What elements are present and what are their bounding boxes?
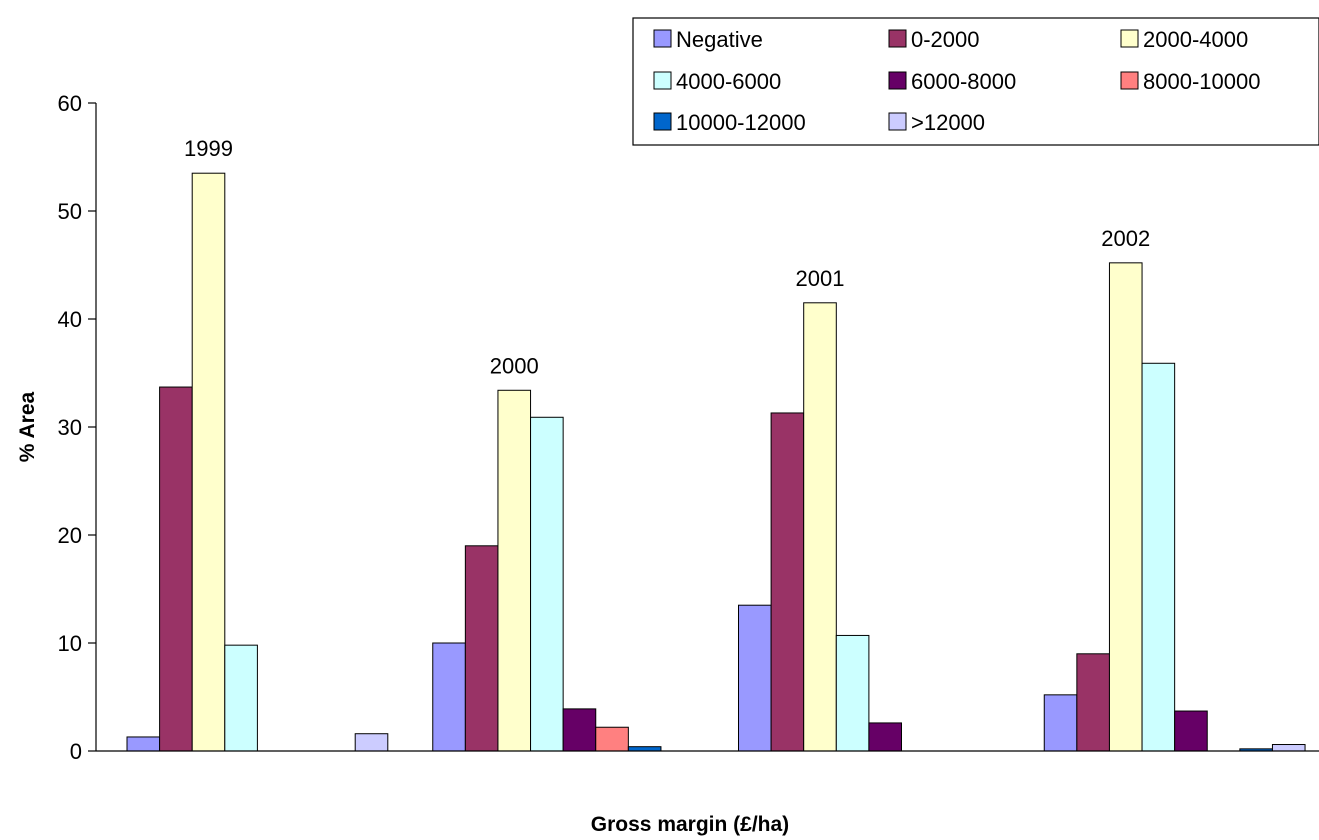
- legend-label: 0-2000: [911, 27, 980, 52]
- bar-2002-0-2000: [1076, 653, 1110, 752]
- y-tick-label: 10: [58, 631, 82, 656]
- bar-1999-negative: [126, 736, 161, 752]
- bar-2002-2000-4000: [1108, 262, 1143, 752]
- legend-label: Negative: [676, 27, 763, 52]
- y-tick-label: 60: [58, 91, 82, 116]
- legend-label: 2000-4000: [1143, 27, 1248, 52]
- legend-swatch: [888, 71, 907, 90]
- legend-item: 0-2000: [888, 27, 980, 52]
- legend-item: >12000: [888, 110, 985, 135]
- legend-swatch: [888, 112, 907, 131]
- legend-label: 10000-12000: [676, 110, 806, 135]
- legend-label: 6000-8000: [911, 69, 1016, 94]
- y-ticks: 0 10 20 30 40 50 60: [58, 91, 96, 764]
- legend-item: 2000-4000: [1120, 27, 1248, 52]
- legend-item: Negative: [653, 27, 763, 52]
- bar-2000-10000-12000: [627, 746, 662, 752]
- legend-item: 8000-10000: [1120, 69, 1260, 94]
- bar-2001-negative: [738, 604, 772, 752]
- bar-2000-2000-4000: [497, 389, 532, 752]
- legend-label: 4000-6000: [676, 69, 781, 94]
- category-label-1999: 1999: [184, 136, 233, 161]
- category-label-2000: 2000: [490, 353, 539, 378]
- x-axis-title: Gross margin (£/ha): [591, 813, 789, 836]
- legend-swatch: [1120, 29, 1139, 48]
- bar-1999-12000: [354, 733, 389, 752]
- bars-layer: [126, 172, 1306, 752]
- bar-2000-8000-10000: [595, 726, 629, 752]
- y-tick-label: 30: [58, 415, 82, 440]
- y-axis-title: % Area: [16, 391, 39, 462]
- y-tick-label: 50: [58, 199, 82, 224]
- bar-2002-4000-6000: [1141, 362, 1176, 752]
- bar-2001-2000-4000: [803, 302, 837, 752]
- y-axis: 0 10 20 30 40 50 60: [58, 91, 1319, 764]
- bar-1999-0-2000: [159, 386, 193, 752]
- y-tick-label: 0: [70, 739, 82, 764]
- bar-2002-12000: [1271, 744, 1306, 752]
- legend-swatch: [653, 112, 672, 131]
- category-label-2002: 2002: [1101, 226, 1150, 251]
- bar-2001-4000-6000: [835, 634, 870, 752]
- legend-item: 10000-12000: [653, 110, 806, 135]
- y-tick-label: 20: [58, 523, 82, 548]
- legend-label: >12000: [911, 110, 985, 135]
- bar-2001-0-2000: [770, 412, 805, 752]
- legend-swatch: [653, 29, 672, 48]
- bar-2000-negative: [432, 642, 466, 752]
- category-label-2001: 2001: [796, 266, 845, 291]
- legend-swatch: [888, 29, 907, 48]
- legend: Negative 0-2000 2000-4000 4000-6000 6000-800…: [632, 17, 1319, 146]
- bar-1999-2000-4000: [191, 172, 226, 752]
- bar-2000-4000-6000: [530, 416, 564, 752]
- legend-item: 6000-8000: [888, 69, 1016, 94]
- legend-label: 8000-10000: [1143, 69, 1260, 94]
- legend-box: [632, 17, 1319, 146]
- legend-item: 4000-6000: [653, 69, 781, 94]
- group-labels: 1999 2000 2001 2002: [184, 136, 1150, 378]
- bar-1999-4000-6000: [224, 644, 258, 752]
- bar-2001-6000-8000: [868, 722, 903, 752]
- legend-swatch: [653, 71, 672, 90]
- bar-2000-0-2000: [464, 545, 499, 752]
- bar-2000-6000-8000: [562, 708, 597, 752]
- bar-2002-negative: [1043, 694, 1078, 752]
- legend-swatch: [1120, 71, 1139, 90]
- y-tick-label: 40: [58, 307, 82, 332]
- bar-2002-6000-8000: [1174, 710, 1208, 752]
